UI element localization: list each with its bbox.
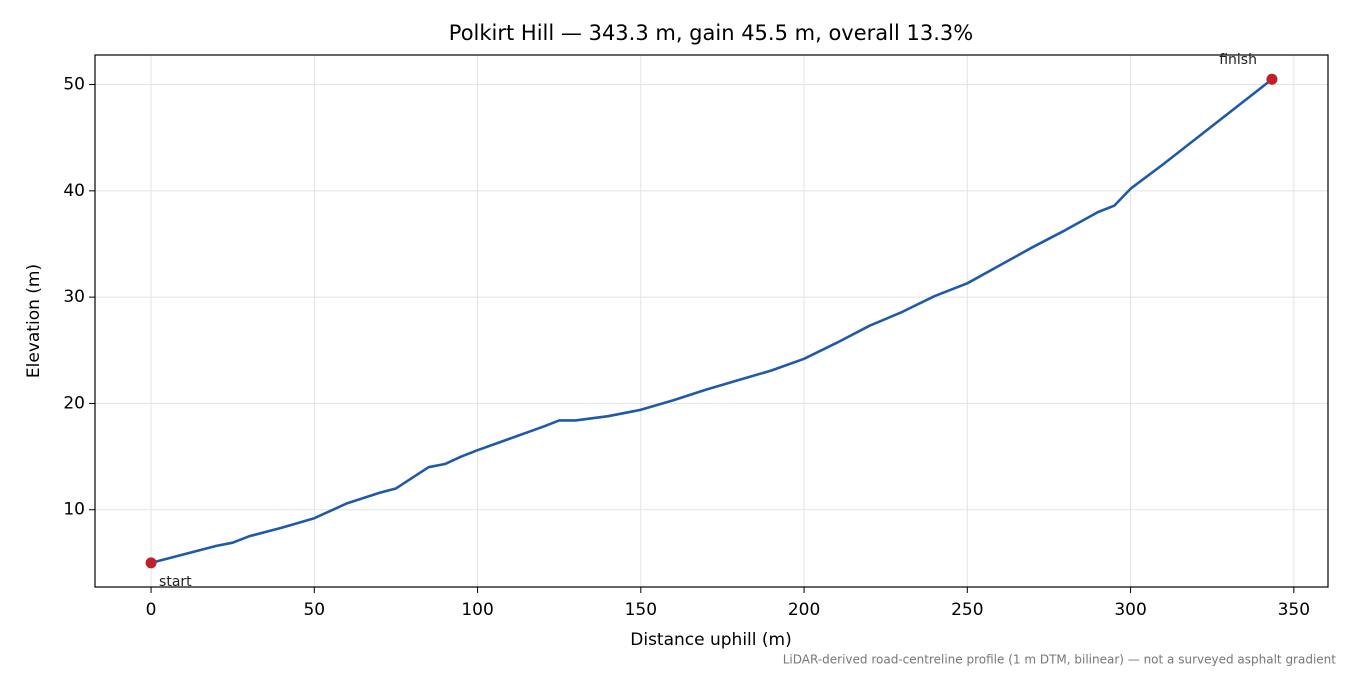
x-tick-label: 250 xyxy=(951,600,983,620)
endpoint-marker xyxy=(1266,73,1278,85)
footnote: LiDAR-derived road-centreline profile (1… xyxy=(783,653,1337,667)
endpoint-label: start xyxy=(159,574,192,590)
x-tick-label: 150 xyxy=(625,600,657,620)
y-tick-label: 20 xyxy=(63,393,85,413)
elevation-line xyxy=(150,78,1273,565)
chart-title: Polkirt Hill — 343.3 m, gain 45.5 m, ove… xyxy=(449,21,973,45)
plot-frame xyxy=(94,54,1329,588)
x-tick-label: 300 xyxy=(1114,600,1146,620)
x-axis-label: Distance uphill (m) xyxy=(630,630,791,650)
x-tick-label: 100 xyxy=(461,600,493,620)
y-tick-label: 40 xyxy=(63,181,85,201)
x-tick-label: 350 xyxy=(1278,600,1310,620)
x-tick-label: 50 xyxy=(303,600,325,620)
y-tick-label: 30 xyxy=(63,287,85,307)
endpoint-label: finish xyxy=(1219,52,1257,68)
x-tick-label: 200 xyxy=(788,600,820,620)
y-axis-label: Elevation (m) xyxy=(24,264,44,378)
y-tick-label: 50 xyxy=(63,75,85,95)
y-tick-label: 10 xyxy=(63,500,85,520)
x-tick-label: 0 xyxy=(146,600,157,620)
endpoint-marker xyxy=(145,557,157,569)
